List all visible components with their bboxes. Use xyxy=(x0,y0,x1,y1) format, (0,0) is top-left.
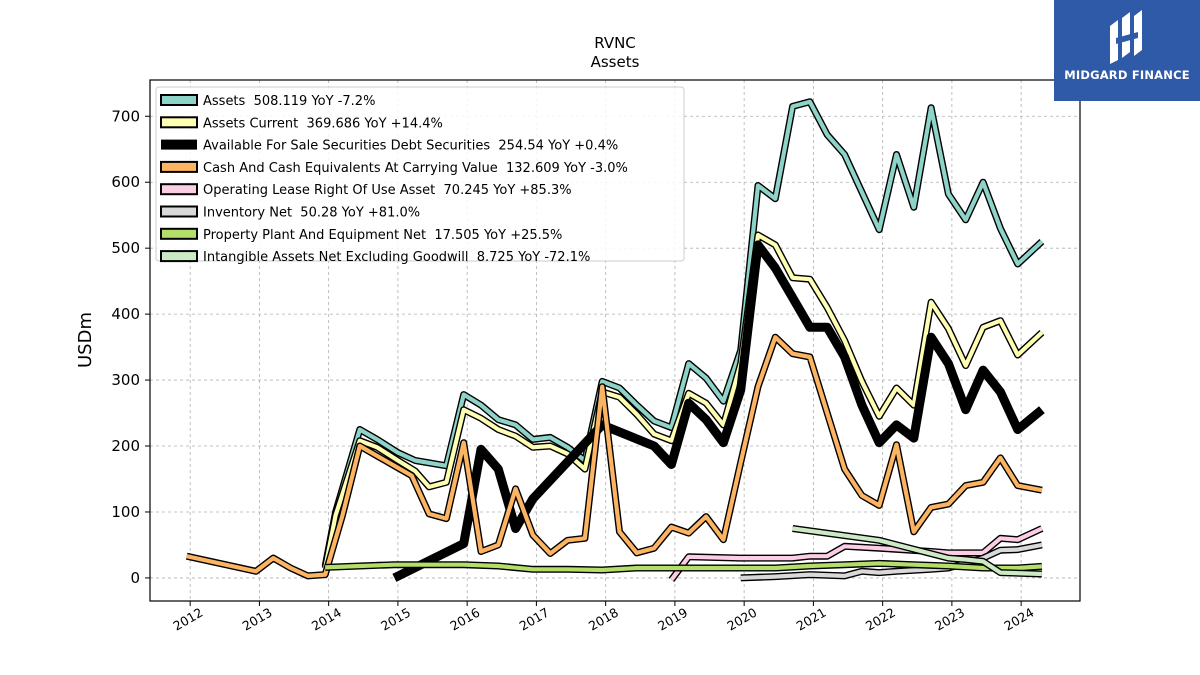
legend-swatch xyxy=(160,160,198,173)
brand-mark-icon xyxy=(1110,10,1142,64)
legend: Assets 508.119 YoY -7.2% Assets Current 3… xyxy=(155,86,685,265)
series-group xyxy=(185,98,1045,582)
chart-subtitle: Assets xyxy=(591,53,640,71)
legend-box xyxy=(155,86,685,262)
y-tick-label: 300 xyxy=(111,371,140,389)
legend-swatch xyxy=(160,183,198,196)
x-tick-label: 2015 xyxy=(378,605,413,634)
legend-label: Available For Sale Securities Debt Secur… xyxy=(203,139,618,154)
legend-label: Intangible Assets Net Excluding Goodwill… xyxy=(203,250,590,265)
legend-swatch xyxy=(160,94,198,106)
x-tick-label: 2014 xyxy=(309,605,344,634)
legend-swatch xyxy=(160,205,198,218)
legend-swatch xyxy=(161,139,197,150)
legend-label: Property Plant And Equipment Net 17.505 … xyxy=(203,228,562,243)
chart-title: RVNC xyxy=(594,34,636,52)
series-line-cash-and-cash-equivalents-at-carrying-value xyxy=(186,335,1043,579)
series-line-intangible-assets-net-excluding-goodwill xyxy=(792,526,1042,577)
y-tick-label: 0 xyxy=(130,569,140,587)
x-tick-label: 2022 xyxy=(863,605,898,634)
brand-name: MIDGARD FINANCE xyxy=(1064,68,1190,82)
y-tick-label: 700 xyxy=(111,107,140,125)
x-tick-label: 2020 xyxy=(724,605,759,634)
series-line-assets-current xyxy=(323,232,1044,569)
brand-logo: MIDGARD FINANCE xyxy=(1054,0,1200,101)
x-tick-label: 2018 xyxy=(586,605,621,634)
legend-swatch xyxy=(160,116,198,129)
series-line-operating-lease-right-of-use-asset xyxy=(669,526,1043,582)
legend-label: Operating Lease Right Of Use Asset 70.24… xyxy=(203,183,572,198)
legend-label: Assets Current 369.686 YoY +14.4% xyxy=(203,116,443,131)
series-outline-cash-and-cash-equivalents-at-carrying-value xyxy=(185,333,1043,580)
y-tick-label: 100 xyxy=(111,503,140,521)
series-line-available-for-sale-securities-debt-securities xyxy=(392,240,1045,582)
x-tick-label: 2023 xyxy=(932,605,967,634)
plot-frame xyxy=(149,79,1081,602)
legend-swatch xyxy=(160,227,198,240)
x-tick-label: 2019 xyxy=(655,605,690,634)
series-line-assets xyxy=(323,99,1044,567)
legend-label: Cash And Cash Equivalents At Carrying Va… xyxy=(203,161,628,176)
y-tick-label: 500 xyxy=(111,239,140,257)
y-axis-label: USDm xyxy=(75,312,96,368)
x-tick-label: 2012 xyxy=(170,605,205,634)
y-tick-label: 600 xyxy=(111,173,140,191)
series-line-property-plant-and-equipment-net xyxy=(325,561,1043,573)
y-tick-label: 400 xyxy=(111,305,140,323)
x-tick-label: 2017 xyxy=(517,605,552,634)
legend-swatch xyxy=(160,250,198,263)
legend-label: Assets 508.119 YoY -7.2% xyxy=(203,94,375,109)
x-tick-label: 2021 xyxy=(794,605,829,634)
series-line-inventory-net xyxy=(740,542,1043,580)
y-tick-label: 200 xyxy=(111,437,140,455)
x-tick-label: 2024 xyxy=(1001,605,1036,634)
legend-label: Inventory Net 50.28 YoY +81.0% xyxy=(203,206,420,221)
x-tick-label: 2013 xyxy=(240,605,275,634)
x-tick-label: 2016 xyxy=(447,605,482,634)
